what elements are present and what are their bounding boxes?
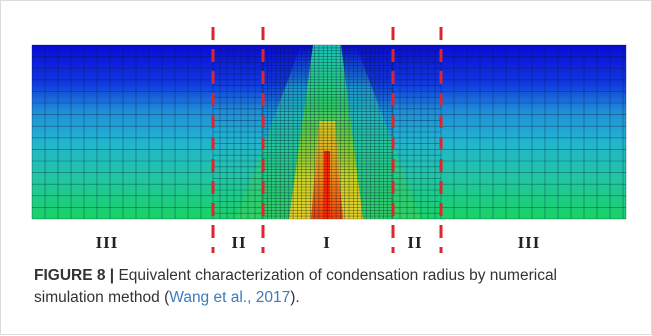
zone-label-left-mid: II [231,233,247,252]
zone-label-right-mid: II [407,233,423,252]
caption-end: ). [290,289,300,306]
figure-label: FIGURE 8 | [34,267,115,284]
citation-link[interactable]: Wang et al., 2017 [169,289,291,306]
caption-text: Equivalent characterization of condensat… [34,267,558,306]
hot-core-line [324,151,330,219]
figure-caption: FIGURE 8 | Equivalent characterization o… [34,265,624,309]
zone-label-left-outer: III [95,233,119,252]
zone-label-center: I [323,233,331,252]
zone-label-right-outer: III [517,233,541,252]
